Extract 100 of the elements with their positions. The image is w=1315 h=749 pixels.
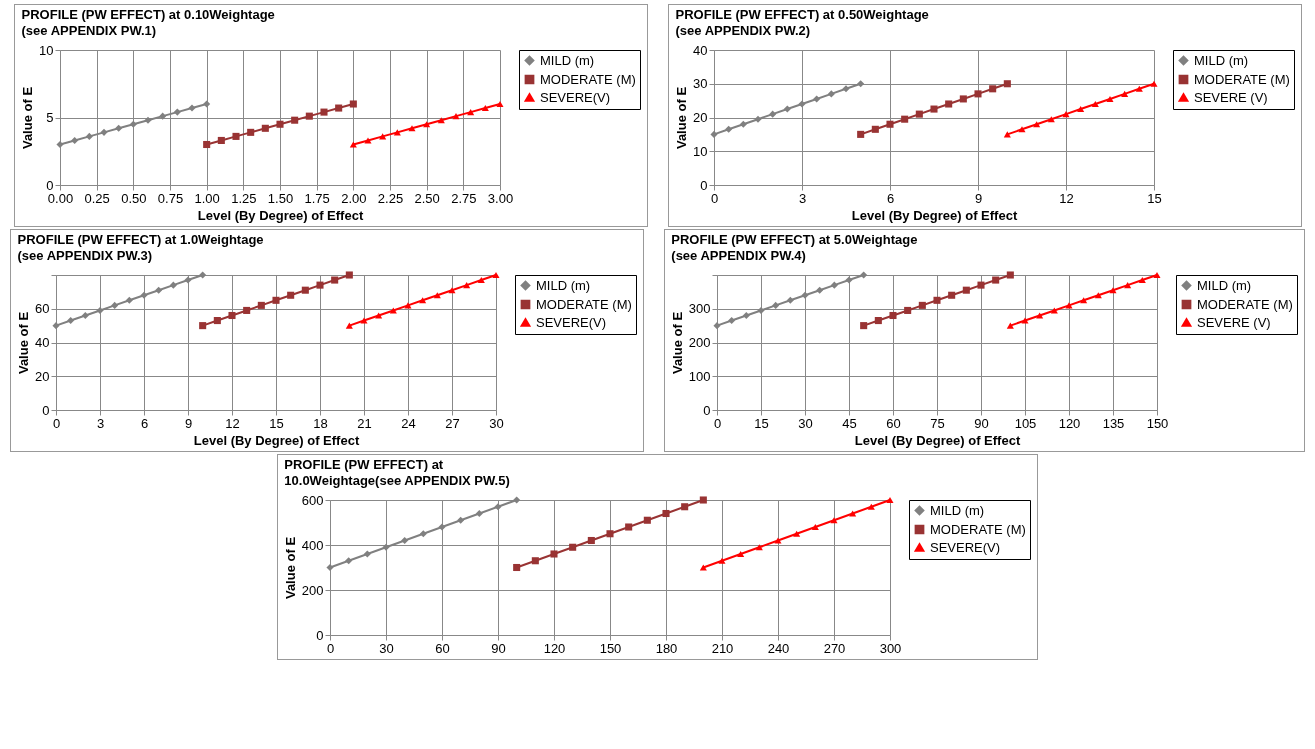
point <box>217 136 225 144</box>
y-axis-title: Value of E <box>669 311 685 375</box>
point <box>662 509 670 518</box>
point <box>272 296 280 304</box>
point <box>382 543 390 551</box>
chart-subtitle: (see APPENDIX PW.2) <box>675 23 810 38</box>
legend-label: SEVERE(V) <box>539 89 610 105</box>
point <box>375 312 383 319</box>
point <box>757 306 765 314</box>
point <box>184 276 192 284</box>
point <box>125 296 133 304</box>
chart-subtitle: (see APPENDIX PW.3) <box>17 248 153 263</box>
x-tick-label: 15 <box>269 415 284 431</box>
point <box>305 112 313 120</box>
point <box>143 116 152 124</box>
legend-label: MODERATE (M) <box>930 521 1026 537</box>
x-tick-label: 15 <box>1146 190 1162 206</box>
legend-label: MODERATE (M) <box>1193 71 1290 87</box>
legend-label: SEVERE(V) <box>536 314 607 330</box>
point <box>768 110 776 118</box>
x-tick-label: 9 <box>184 415 193 431</box>
point <box>874 317 882 325</box>
legend-label: MODERATE (M) <box>536 296 632 312</box>
point <box>129 120 137 128</box>
x-tick-label: 0.75 <box>157 190 183 206</box>
point <box>513 496 521 504</box>
point <box>643 516 651 524</box>
point <box>867 503 875 510</box>
point <box>140 291 148 299</box>
x-axis-title: Level (By Degree) of Effect <box>197 207 364 223</box>
point <box>948 291 956 299</box>
point <box>81 311 89 320</box>
point <box>494 503 502 511</box>
point <box>96 306 104 314</box>
x-axis-title: Level (By Degree) of Effect <box>193 432 360 448</box>
point <box>202 140 210 149</box>
point <box>797 100 806 108</box>
point <box>786 296 794 304</box>
point <box>728 317 736 325</box>
point <box>871 125 879 133</box>
y-tick-label: 400 <box>301 537 324 553</box>
legend-label: MILD (m) <box>930 502 985 518</box>
point <box>811 523 819 531</box>
point <box>334 104 342 112</box>
point <box>187 104 196 112</box>
chart-title: PROFILE (PW EFFECT) at 5.0Weightage <box>671 232 918 247</box>
point <box>713 322 721 330</box>
y-tick-label: 60 <box>35 301 50 317</box>
point <box>319 108 328 116</box>
point <box>531 557 539 565</box>
point <box>900 115 908 123</box>
x-tick-label: 90 <box>974 415 989 431</box>
point <box>495 100 504 108</box>
point <box>569 543 577 551</box>
point <box>1006 271 1014 279</box>
x-tick-label: 21 <box>357 415 372 431</box>
legend-label: SEVERE (V) <box>1193 89 1268 105</box>
point <box>481 104 489 112</box>
point <box>885 120 894 128</box>
point <box>451 113 460 120</box>
chart-title: PROFILE (PW EFFECT) at 1.0Weightage <box>17 232 264 247</box>
x-tick-label: 1.50 <box>267 190 293 206</box>
point <box>1094 292 1102 299</box>
y-tick-label: 40 <box>35 335 50 350</box>
y-tick-label: 20 <box>35 368 50 384</box>
y-tick-label: 0 <box>703 402 711 418</box>
y-tick-label: 0 <box>45 177 53 193</box>
point <box>959 95 967 103</box>
point <box>326 563 334 572</box>
x-tick-label: 0.25 <box>84 190 110 206</box>
point <box>739 120 747 128</box>
chart-title: PROFILE (PW EFFECT) at 0.50Weightage <box>675 7 929 22</box>
point <box>856 80 864 88</box>
point <box>856 130 864 138</box>
x-tick-label: 120 <box>543 640 566 656</box>
point <box>261 124 269 132</box>
point <box>243 306 251 314</box>
point <box>448 287 456 294</box>
point <box>793 530 801 537</box>
point <box>1120 90 1128 97</box>
x-axis-title: Level (By Degree) of Effect <box>854 432 1021 448</box>
point <box>889 311 897 320</box>
y-tick-label: 100 <box>688 368 711 384</box>
point <box>783 105 791 113</box>
x-tick-label: 270 <box>823 640 846 656</box>
x-tick-label: 6 <box>886 190 894 206</box>
x-tick-label: 135 <box>1102 415 1125 431</box>
point <box>1124 282 1132 289</box>
x-tick-label: 30 <box>379 640 394 656</box>
point <box>99 128 108 136</box>
point <box>801 291 809 299</box>
y-tick-label: 10 <box>692 143 707 159</box>
point <box>433 292 441 299</box>
point <box>962 286 970 294</box>
x-tick-label: 3 <box>96 415 105 431</box>
point <box>988 85 996 93</box>
point <box>709 130 718 138</box>
point <box>513 563 521 572</box>
point <box>349 100 357 108</box>
point <box>742 311 750 320</box>
